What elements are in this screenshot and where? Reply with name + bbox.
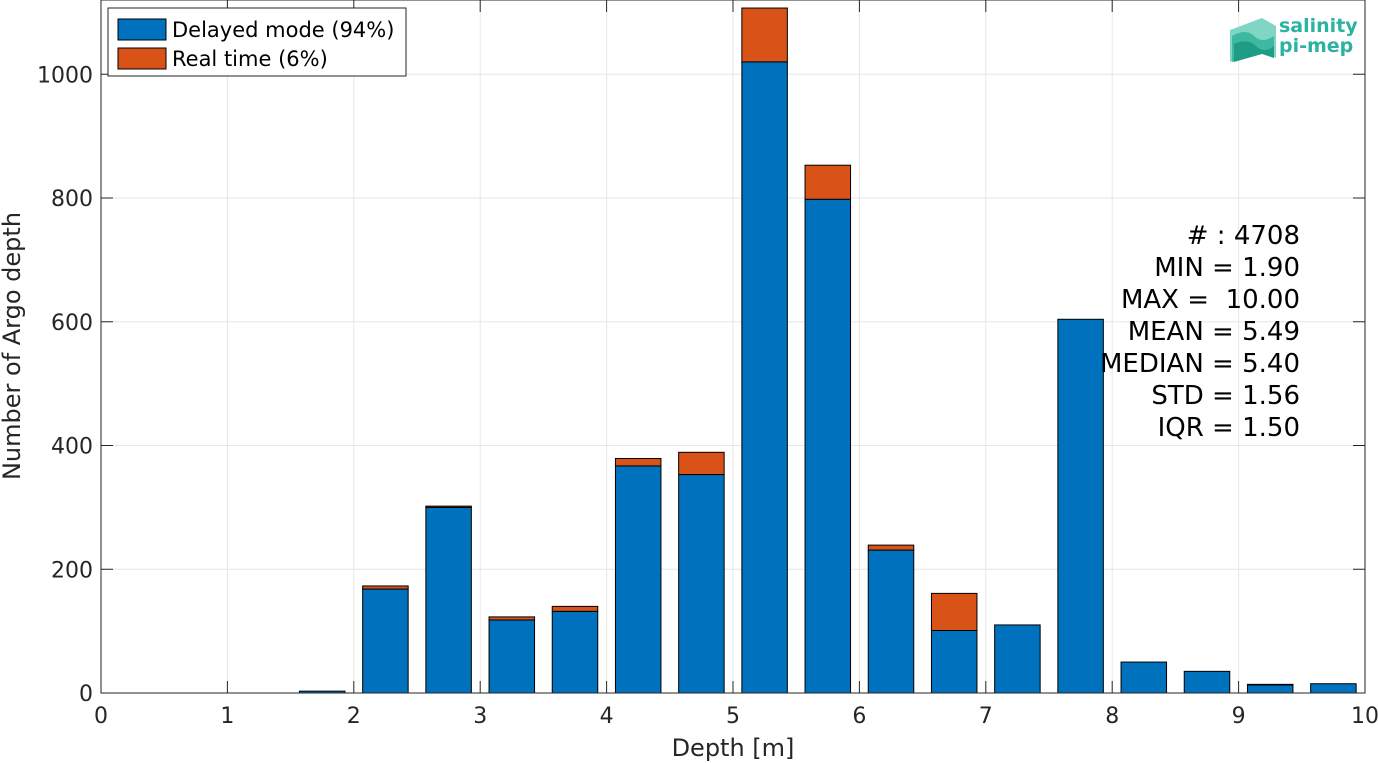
y-tick-label: 600 (51, 311, 93, 336)
x-tick-label: 10 (1351, 704, 1378, 729)
bar-delayed-mode (425, 506, 472, 694)
legend-swatch-delayed (117, 18, 167, 41)
x-tick-label: 3 (473, 704, 487, 729)
x-tick-label: 4 (600, 704, 614, 729)
x-tick-label: 6 (852, 704, 866, 729)
legend-label-realtime: Real time (6%) (172, 47, 328, 71)
x-tick-label: 8 (1105, 704, 1119, 729)
stat-iqr: IQR = 1.50 (1158, 413, 1300, 443)
x-tick-label: 7 (979, 704, 993, 729)
x-tick-label: 2 (347, 704, 361, 729)
logo-text-salinity: salinity (1279, 15, 1358, 37)
legend: Delayed mode (94%) Real time (6%) (107, 7, 407, 77)
bar-delayed-mode (1183, 670, 1231, 694)
bar-delayed-mode (614, 465, 662, 694)
stat-max: MAX = 10.00 (1121, 285, 1300, 315)
x-tick-label: 0 (94, 704, 108, 729)
bar-real-time (551, 605, 599, 612)
bar-real-time (930, 592, 978, 632)
bar-real-time (362, 585, 409, 590)
stat-min: MIN = 1.90 (1154, 253, 1300, 283)
bar-delayed-mode (488, 619, 536, 694)
bar-delayed-mode (994, 624, 1041, 694)
bar-delayed-mode (1246, 684, 1294, 694)
bar-delayed-mode (741, 61, 788, 694)
tick-labels: 0 1 2 3 4 5 6 7 8 9 10 0 200 400 600 800 1000 (37, 63, 1378, 729)
bar-delayed-mode (867, 549, 915, 694)
bar-real-time (425, 505, 472, 508)
bar-delayed-mode (1310, 683, 1357, 694)
y-tick-label: 0 (79, 682, 93, 707)
stat-count: # : 4708 (1187, 221, 1300, 251)
x-tick-label: 1 (220, 704, 234, 729)
stat-mean: MEAN = 5.49 (1128, 317, 1300, 347)
bar-delayed-mode (551, 610, 599, 694)
bar-delayed-mode (678, 474, 725, 694)
y-tick-label: 400 (51, 435, 93, 460)
legend-swatch-realtime (117, 47, 167, 70)
y-tick-label: 200 (51, 558, 93, 583)
y-tick-label: 1000 (37, 63, 93, 88)
logo-text-pi-mep: pi-mep (1279, 35, 1353, 57)
bars-group (109, 7, 1357, 694)
bar-delayed-mode (362, 588, 409, 694)
axis-ticks (100, 0, 1366, 694)
bar-real-time (867, 544, 915, 551)
x-axis-label: Depth [m] (672, 734, 795, 762)
salinity-pi-mep-logo: salinity pi-mep (1230, 15, 1358, 62)
bar-delayed-mode (1057, 318, 1104, 694)
wave-logo-icon (1230, 18, 1276, 62)
statistics-annotation: # : 4708 MIN = 1.90 MAX = 10.00 MEAN = 5… (1100, 221, 1300, 443)
x-tick-label: 5 (726, 704, 740, 729)
y-tick-label: 800 (51, 187, 93, 212)
y-axis-label: Number of Argo depth (0, 212, 26, 480)
bar-real-time (804, 164, 852, 200)
bar-real-time (1246, 683, 1294, 686)
bar-delayed-mode (930, 630, 978, 694)
x-tick-label: 9 (1232, 704, 1246, 729)
bar-real-time (614, 457, 662, 467)
bar-real-time (741, 7, 788, 63)
legend-label-delayed: Delayed mode (94%) (172, 18, 394, 42)
bar-delayed-mode (804, 198, 852, 694)
stat-std: STD = 1.56 (1151, 381, 1300, 411)
bar-real-time (678, 451, 725, 476)
bar-delayed-mode (1120, 661, 1168, 694)
stat-median: MEDIAN = 5.40 (1100, 349, 1300, 379)
bar-real-time (488, 616, 536, 621)
